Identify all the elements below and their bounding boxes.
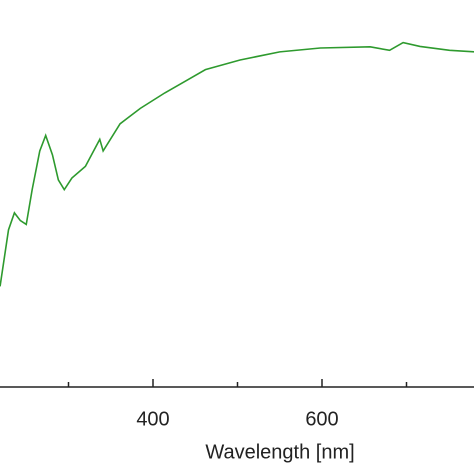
x-tick-label: 600 bbox=[305, 408, 338, 430]
data-line bbox=[0, 41, 474, 287]
x-axis-label: Wavelength [nm] bbox=[205, 441, 354, 463]
x-tick-label: 400 bbox=[136, 408, 169, 430]
x-tick-label: 200 bbox=[0, 408, 1, 430]
